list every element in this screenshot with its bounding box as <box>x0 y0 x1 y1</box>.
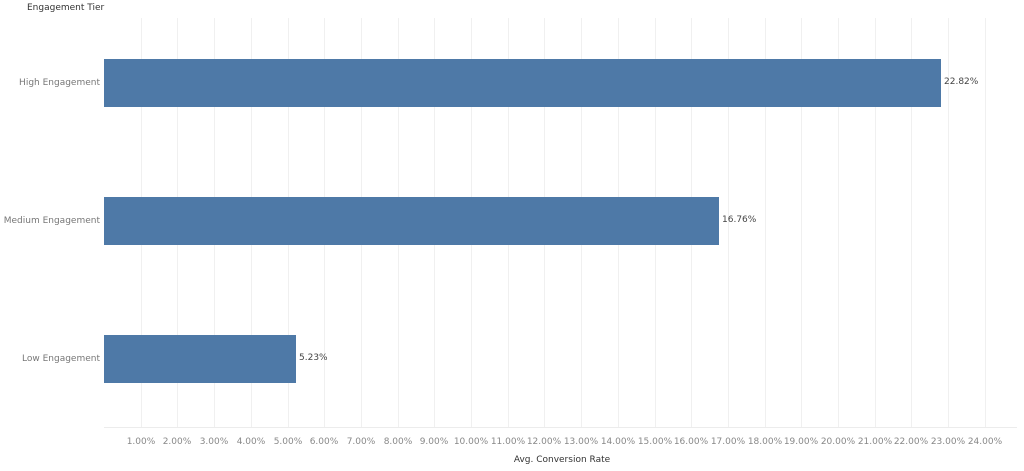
x-tick-label: 1.00% <box>126 437 156 447</box>
x-axis-title: Avg. Conversion Rate <box>513 455 611 465</box>
x-tick-label: 8.00% <box>383 437 413 447</box>
x-tick-label: 5.00% <box>273 437 303 447</box>
x-tick-label: 16.00% <box>673 437 709 447</box>
x-tick-label: 19.00% <box>783 437 819 447</box>
category-label: Low Engagement <box>22 354 100 364</box>
category-label: High Engagement <box>19 78 100 88</box>
x-tick-label: 14.00% <box>600 437 636 447</box>
x-tick-label: 3.00% <box>199 437 229 447</box>
x-tick-label: 4.00% <box>236 437 266 447</box>
plot-area: 22.82% 16.76% 5.23% <box>104 18 1017 428</box>
x-tick-label: 17.00% <box>710 437 746 447</box>
gridline <box>985 18 986 428</box>
x-tick-label: 23.00% <box>930 437 966 447</box>
category-label: Medium Engagement <box>3 216 100 226</box>
x-tick-label: 6.00% <box>309 437 339 447</box>
y-axis-title: Engagement Tier <box>27 3 105 13</box>
x-axis-baseline <box>104 427 1017 428</box>
x-tick-label: 12.00% <box>526 437 562 447</box>
x-tick-label: 13.00% <box>563 437 599 447</box>
x-tick-label: 24.00% <box>967 437 1003 447</box>
x-tick-label: 9.00% <box>419 437 449 447</box>
gridline <box>801 18 802 428</box>
bar-value-label: 5.23% <box>299 353 328 363</box>
gridline <box>911 18 912 428</box>
x-tick-label: 7.00% <box>346 437 376 447</box>
gridline <box>765 18 766 428</box>
gridline <box>728 18 729 428</box>
x-tick-label: 15.00% <box>637 437 673 447</box>
bar[interactable] <box>104 59 941 107</box>
gridline <box>838 18 839 428</box>
bar[interactable] <box>104 197 719 245</box>
bar[interactable] <box>104 335 296 383</box>
x-tick-label: 10.00% <box>453 437 489 447</box>
x-tick-label: 2.00% <box>162 437 192 447</box>
x-tick-label: 20.00% <box>820 437 856 447</box>
x-tick-label: 21.00% <box>857 437 893 447</box>
bar-value-label: 16.76% <box>722 215 757 225</box>
x-tick-label: 22.00% <box>893 437 929 447</box>
gridline <box>875 18 876 428</box>
x-tick-label: 11.00% <box>490 437 526 447</box>
bar-value-label: 22.82% <box>944 77 979 87</box>
gridline <box>948 18 949 428</box>
x-tick-label: 18.00% <box>747 437 783 447</box>
